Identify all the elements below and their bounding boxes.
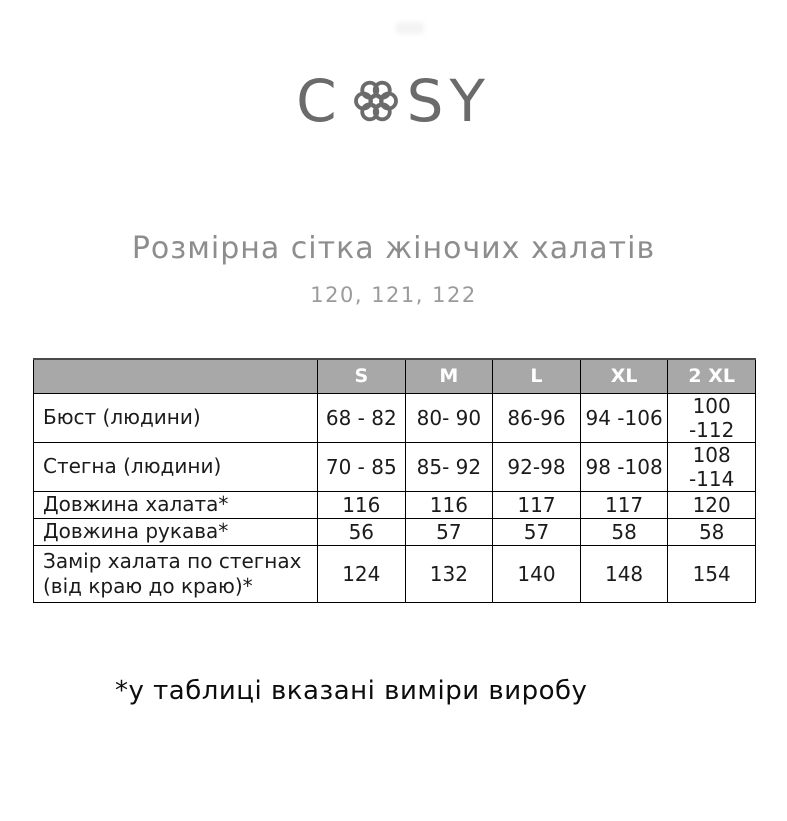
- cell-value: 108 -114: [667, 441, 756, 492]
- brand-letter-c: C: [296, 67, 343, 135]
- brand-letters-sy: SY: [406, 67, 491, 135]
- size-table-header-row: S M L XL 2 XL: [33, 358, 756, 394]
- cell-value: 100 -112: [667, 392, 756, 443]
- header-cell-size-m: M: [404, 358, 494, 394]
- cell-value: 98 -108: [579, 441, 669, 492]
- cell-value: 85- 92: [404, 441, 494, 492]
- cell-value: 80- 90: [404, 392, 494, 443]
- cell-value: 120: [667, 490, 756, 519]
- header-cell-size-l: L: [492, 358, 581, 394]
- header-cell-size-s: S: [317, 358, 406, 394]
- cell-value: 58: [667, 517, 756, 546]
- table-row-hips: Стегна (людини) 70 - 85 85- 92 92-98 98 …: [33, 441, 756, 492]
- row-label: Стегна (людини): [33, 441, 318, 492]
- cell-value: 57: [492, 517, 581, 546]
- header-cell-empty: [33, 358, 318, 394]
- cell-value: 148: [579, 544, 669, 603]
- cell-value: 56: [317, 517, 406, 546]
- row-label: Довжина халата*: [33, 490, 318, 519]
- table-row-hip-measure: Замір халата по стегнах (від краю до кра…: [33, 544, 756, 603]
- row-label: Довжина рукава*: [33, 517, 318, 546]
- header-cell-size-xl: XL: [579, 358, 669, 394]
- row-label: Замір халата по стегнах (від краю до кра…: [33, 544, 318, 603]
- header-cell-size-2xl: 2 XL: [667, 358, 756, 394]
- scan-artifact: [396, 22, 424, 34]
- cell-value: 140: [492, 544, 581, 603]
- page-title: Розмірна сітка жіночих халатів: [131, 231, 656, 266]
- cell-value: 92-98: [492, 441, 581, 492]
- cell-value: 57: [404, 517, 494, 546]
- brand-logo: C SY: [0, 72, 787, 130]
- page-subtitle: 120, 121, 122: [310, 283, 477, 307]
- cell-value: 116: [404, 490, 494, 519]
- cell-value: 70 - 85: [317, 441, 406, 492]
- footnote-text: *у таблиці вказані виміри виробу: [115, 676, 588, 706]
- table-row-robe-length: Довжина халата* 116 116 117 117 120: [33, 490, 756, 519]
- cell-value: 86-96: [492, 392, 581, 443]
- size-table: S M L XL 2 XL Бюст (людини) 68 - 82 80- …: [33, 358, 756, 603]
- cell-value: 58: [579, 517, 669, 546]
- cell-value: 94 -106: [579, 392, 669, 443]
- cell-value: 154: [667, 544, 756, 603]
- cell-value: 68 - 82: [317, 392, 406, 443]
- row-label: Бюст (людини): [33, 392, 318, 443]
- cell-value: 132: [404, 544, 494, 603]
- cell-value: 124: [317, 544, 406, 603]
- table-row-sleeve-length: Довжина рукава* 56 57 57 58 58: [33, 517, 756, 546]
- cell-value: 117: [492, 490, 581, 519]
- cell-value: 116: [317, 490, 406, 519]
- cell-value: 117: [579, 490, 669, 519]
- flower-icon: [353, 80, 398, 122]
- table-row-bust: Бюст (людини) 68 - 82 80- 90 86-96 94 -1…: [33, 392, 756, 443]
